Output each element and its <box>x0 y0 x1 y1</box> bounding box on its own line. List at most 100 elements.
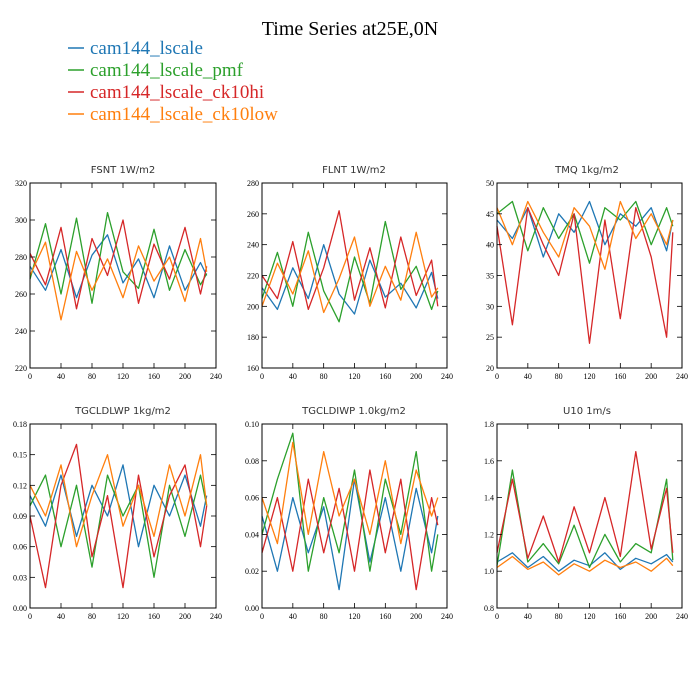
x-tick-label: 40 <box>57 372 65 381</box>
y-tick-label: 0.06 <box>245 494 259 503</box>
series-line <box>29 443 208 589</box>
panel-title: TGCLDIWP 1.0kg/m2 <box>301 406 406 417</box>
panel-tgcldiwp: TGCLDIWP 1.0kg/m2 0 40 80 120 160 200 2400.000… <box>245 406 453 621</box>
y-tick-label: 20 <box>486 364 494 373</box>
y-tick-label: 0.10 <box>245 420 259 429</box>
x-tick-label: 0 <box>495 612 499 621</box>
y-tick-label: 320 <box>15 179 27 188</box>
x-tick-label: 80 <box>555 372 563 381</box>
x-tick-label: 80 <box>555 612 563 621</box>
x-tick-label: 120 <box>349 612 361 621</box>
plot-frame <box>496 423 683 609</box>
y-tick-label: 260 <box>247 210 259 219</box>
y-tick-label: 280 <box>15 253 27 262</box>
legend-label: cam144_lscale_ck10low <box>90 104 278 125</box>
x-tick-label: 120 <box>117 612 129 621</box>
panel-title: TMQ 1kg/m2 <box>554 165 619 176</box>
y-tick-label: 240 <box>247 241 259 250</box>
y-tick-label: 240 <box>15 327 27 336</box>
series-line <box>29 454 208 548</box>
y-tick-label: 200 <box>247 302 259 311</box>
plot-frame <box>29 182 217 369</box>
y-tick-label: 300 <box>15 216 27 225</box>
plot-area: 0 40 80 120 160 200 240 0.00 0.02 0.04 0.06 0.08 0.1… <box>245 420 453 621</box>
x-tick-label: 240 <box>676 612 688 621</box>
y-tick-label: 0.00 <box>245 604 259 613</box>
y-tick-label: 0.03 <box>13 573 27 582</box>
y-tick-label: 260 <box>15 290 27 299</box>
y-tick-label: 1.2 <box>484 530 494 539</box>
panel-u10: U10 1m/s 0 40 80 120 160 200 240 0.8 1.0 1.2 1.4 1.… <box>484 406 688 621</box>
series-line <box>29 237 208 321</box>
x-tick-label: 200 <box>179 372 191 381</box>
panel-title: FSNT 1W/m2 <box>91 165 155 176</box>
x-tick-label: 160 <box>614 612 626 621</box>
x-tick-label: 160 <box>379 612 391 621</box>
panel-title: U10 1m/s <box>563 406 611 417</box>
legend-label: cam144_lscale <box>90 38 203 59</box>
panel-fsnt: FSNT 1W/m2 0 40 80 120 160 200 240 220 240 260 280… <box>15 165 222 381</box>
x-tick-label: 0 <box>260 612 264 621</box>
series-line <box>496 207 674 344</box>
y-tick-label: 160 <box>247 364 259 373</box>
plot-area: 0 40 80 120 160 200 240 20 25 30 35 40 45 50 <box>486 179 688 381</box>
series-line <box>261 469 439 591</box>
x-tick-label: 160 <box>379 372 391 381</box>
x-tick-label: 240 <box>441 612 453 621</box>
x-tick-label: 240 <box>210 612 222 621</box>
x-tick-label: 160 <box>148 372 160 381</box>
series-line <box>29 234 208 299</box>
legend-entry: cam144_lscale_ck10hi <box>68 82 264 103</box>
y-tick-label: 35 <box>486 272 494 281</box>
panel-tgcldlwp: TGCLDLWP 1kg/m2 0 40 80 120 160 200 240 0.00 0.0… <box>13 406 222 621</box>
series-line <box>29 474 208 578</box>
series-line <box>261 220 439 323</box>
legend-entry: cam144_lscale_ck10low <box>68 104 278 125</box>
y-tick-label: 0.08 <box>245 457 259 466</box>
x-tick-label: 120 <box>584 372 596 381</box>
x-tick-label: 0 <box>28 372 32 381</box>
x-tick-label: 40 <box>524 372 532 381</box>
series-line <box>29 464 208 548</box>
plot-area: 0 40 80 120 160 200 240 0.00 0.03 0.06 0.09 0.12 0.1… <box>13 420 222 621</box>
legend-entry: cam144_lscale_pmf <box>68 60 244 81</box>
series-line <box>261 210 439 311</box>
x-tick-label: 120 <box>349 372 361 381</box>
panel-tmq: TMQ 1kg/m2 0 40 80 120 160 200 240 20 25 30 35 40 45… <box>486 165 688 381</box>
y-tick-label: 180 <box>247 333 259 342</box>
legend-label: cam144_lscale_ck10hi <box>90 82 264 103</box>
y-tick-label: 1.4 <box>484 494 494 503</box>
x-tick-label: 40 <box>289 612 297 621</box>
plot-area: 0 40 80 120 160 200 240 160 180 200 220 240 260 280 <box>247 179 453 381</box>
x-tick-label: 40 <box>289 372 297 381</box>
series-line <box>496 200 674 270</box>
y-tick-label: 0.15 <box>13 451 27 460</box>
y-tick-label: 0.09 <box>13 512 27 521</box>
series-line <box>261 231 439 314</box>
y-tick-label: 25 <box>486 333 494 342</box>
y-tick-label: 30 <box>486 302 494 311</box>
series-line <box>261 441 439 545</box>
x-tick-label: 200 <box>410 372 422 381</box>
legend: cam144_lscale cam144_lscale_pmf cam144_l… <box>68 38 278 125</box>
x-tick-label: 80 <box>88 612 96 621</box>
y-tick-label: 0.00 <box>13 604 27 613</box>
plot-frame <box>261 423 448 609</box>
y-tick-label: 1.8 <box>484 420 494 429</box>
y-tick-label: 0.02 <box>245 567 259 576</box>
x-tick-label: 80 <box>320 612 328 621</box>
x-tick-label: 200 <box>645 612 657 621</box>
x-tick-label: 80 <box>88 372 96 381</box>
series-line <box>496 450 674 563</box>
plot-area: 0 40 80 120 160 200 240 0.8 1.0 1.2 1.4 1.6 1.8 <box>484 420 688 621</box>
y-tick-label: 45 <box>486 210 494 219</box>
y-tick-label: 220 <box>247 272 259 281</box>
y-tick-label: 0.8 <box>484 604 494 613</box>
y-tick-label: 220 <box>15 364 27 373</box>
y-tick-label: 50 <box>486 179 494 188</box>
y-tick-label: 0.06 <box>13 543 27 552</box>
series-line <box>496 200 674 264</box>
y-tick-label: 0.12 <box>13 481 27 490</box>
x-tick-label: 0 <box>260 372 264 381</box>
y-tick-label: 280 <box>247 179 259 188</box>
